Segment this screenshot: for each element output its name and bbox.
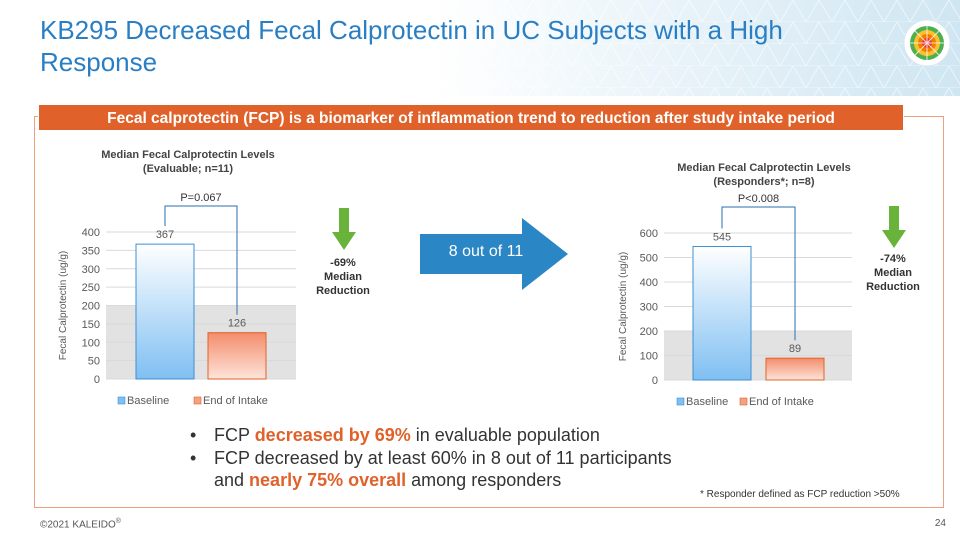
bullet-item: FCP decreased by 69% in evaluable popula… bbox=[190, 424, 672, 446]
right-callout: -74% Median Reduction bbox=[852, 252, 934, 294]
right-chart-title-line1: Median Fecal Calprotectin Levels bbox=[677, 162, 851, 174]
left-chart-title-line2: (Evaluable; n=11) bbox=[142, 163, 234, 175]
left-callout-pct: -69% bbox=[330, 257, 356, 269]
bullet-highlight: decreased by 69% bbox=[254, 425, 411, 445]
bullet-highlight: nearly 75% overall bbox=[249, 470, 407, 490]
left-chart-title: Median Fecal Calprotectin Levels (Evalua… bbox=[60, 148, 316, 176]
bullet-item: FCP decreased by at least 60% in 8 out o… bbox=[190, 447, 672, 491]
down-arrow-icon bbox=[332, 208, 356, 250]
left-callout-line2: Reduction bbox=[316, 285, 370, 297]
right-chart-title-line2: (Responders*; n=8) bbox=[713, 176, 815, 188]
right-callout-line1: Median bbox=[874, 267, 912, 279]
right-chart-title: Median Fecal Calprotectin Levels (Respon… bbox=[636, 161, 892, 189]
right-callout-line2: Reduction bbox=[866, 281, 920, 293]
bullet-text: among responders bbox=[406, 470, 562, 490]
bullet-text: in evaluable population bbox=[410, 425, 600, 445]
banner: Fecal calprotectin (FCP) is a biomarker … bbox=[38, 104, 904, 131]
kaleido-logo bbox=[903, 19, 951, 67]
left-callout: -69% Median Reduction bbox=[300, 256, 386, 298]
bullet-text: and bbox=[214, 470, 250, 490]
bullet-list: FCP decreased by 69% in evaluable popula… bbox=[190, 424, 672, 492]
right-arrow-icon bbox=[420, 218, 568, 290]
right-callout-pct: -74% bbox=[880, 253, 906, 265]
footer-registered: ® bbox=[115, 518, 121, 525]
arrow-label: 8 out of 11 bbox=[448, 243, 524, 260]
slide-title: KB295 Decreased Fecal Calprotectin in UC… bbox=[40, 15, 783, 77]
bullet-text: FCP bbox=[214, 425, 255, 445]
left-chart-title-line1: Median Fecal Calprotectin Levels bbox=[101, 149, 275, 161]
footnote: * Responder defined as FCP reduction >50… bbox=[700, 489, 900, 500]
footer-copyright: ©2021 KALEIDO® bbox=[40, 518, 121, 530]
left-callout-line1: Median bbox=[324, 271, 362, 283]
bullet-text: FCP decreased by at least 60% in 8 out o… bbox=[214, 448, 672, 468]
down-arrow-icon bbox=[882, 206, 906, 248]
page-number: 24 bbox=[934, 518, 946, 529]
footer-text: ©2021 KALEIDO bbox=[40, 519, 116, 531]
header-background bbox=[0, 0, 960, 96]
